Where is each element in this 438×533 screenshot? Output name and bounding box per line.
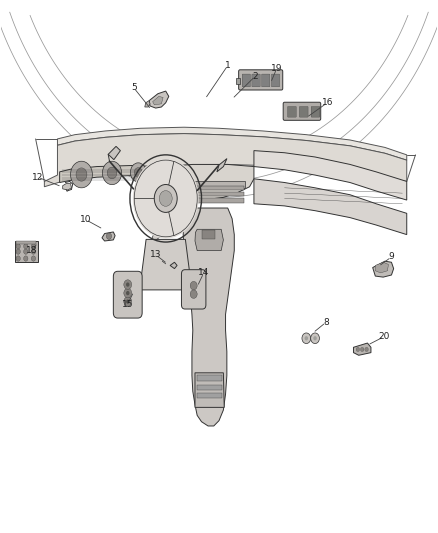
Polygon shape <box>14 241 38 262</box>
Polygon shape <box>145 101 150 107</box>
Circle shape <box>311 333 319 344</box>
Text: 20: 20 <box>378 332 390 341</box>
Polygon shape <box>102 232 115 241</box>
Circle shape <box>365 348 368 352</box>
Circle shape <box>124 288 132 298</box>
Circle shape <box>31 244 35 249</box>
FancyBboxPatch shape <box>113 271 142 318</box>
Circle shape <box>190 281 197 290</box>
Polygon shape <box>195 373 224 407</box>
Text: 15: 15 <box>122 300 133 309</box>
Circle shape <box>71 161 92 188</box>
Circle shape <box>126 291 130 295</box>
Polygon shape <box>170 262 177 269</box>
FancyBboxPatch shape <box>283 102 321 120</box>
Polygon shape <box>183 208 234 426</box>
Text: 16: 16 <box>321 98 333 107</box>
Polygon shape <box>373 261 394 277</box>
FancyBboxPatch shape <box>181 270 206 309</box>
Polygon shape <box>353 343 371 356</box>
Polygon shape <box>108 147 120 160</box>
Polygon shape <box>375 262 389 273</box>
Polygon shape <box>188 181 245 188</box>
Text: 9: 9 <box>389 253 394 261</box>
FancyBboxPatch shape <box>272 74 280 87</box>
Text: 13: 13 <box>150 251 162 260</box>
Polygon shape <box>202 230 215 239</box>
Polygon shape <box>44 134 407 187</box>
Polygon shape <box>149 91 169 108</box>
Circle shape <box>360 348 364 352</box>
Polygon shape <box>140 239 192 290</box>
Polygon shape <box>189 198 244 203</box>
FancyBboxPatch shape <box>261 74 270 87</box>
Polygon shape <box>161 165 254 198</box>
Text: 5: 5 <box>131 83 137 92</box>
Circle shape <box>106 233 112 239</box>
Circle shape <box>16 249 20 254</box>
Circle shape <box>159 191 172 206</box>
Polygon shape <box>197 384 222 390</box>
FancyBboxPatch shape <box>242 74 251 87</box>
FancyBboxPatch shape <box>252 74 260 87</box>
Circle shape <box>107 167 117 179</box>
Circle shape <box>313 336 317 341</box>
Circle shape <box>31 249 35 254</box>
Circle shape <box>24 244 28 249</box>
Polygon shape <box>149 208 191 245</box>
Circle shape <box>102 161 122 184</box>
Polygon shape <box>254 179 407 235</box>
Circle shape <box>133 158 199 239</box>
Text: 10: 10 <box>80 215 92 224</box>
FancyBboxPatch shape <box>239 70 283 90</box>
Circle shape <box>190 290 197 298</box>
Circle shape <box>24 249 28 254</box>
Polygon shape <box>63 183 71 190</box>
Circle shape <box>131 163 146 182</box>
Circle shape <box>356 348 360 352</box>
Polygon shape <box>189 186 244 190</box>
Circle shape <box>124 280 132 289</box>
Circle shape <box>24 256 28 261</box>
Polygon shape <box>217 159 227 172</box>
Polygon shape <box>152 96 163 105</box>
Circle shape <box>304 336 308 341</box>
Text: 2: 2 <box>252 71 258 80</box>
Polygon shape <box>197 393 222 398</box>
Text: 19: 19 <box>271 64 283 73</box>
Polygon shape <box>254 151 407 200</box>
Text: 18: 18 <box>26 246 38 255</box>
Text: 12: 12 <box>32 173 43 182</box>
Circle shape <box>134 167 142 177</box>
Polygon shape <box>57 127 407 160</box>
Circle shape <box>16 256 20 261</box>
Circle shape <box>154 184 177 213</box>
Circle shape <box>16 244 20 249</box>
Circle shape <box>76 168 87 181</box>
Polygon shape <box>189 192 244 196</box>
Circle shape <box>124 297 132 306</box>
Circle shape <box>31 256 35 261</box>
Text: 8: 8 <box>323 318 329 327</box>
FancyBboxPatch shape <box>311 107 320 117</box>
Circle shape <box>302 333 311 344</box>
Text: 14: 14 <box>198 269 209 277</box>
Circle shape <box>126 300 130 304</box>
Polygon shape <box>60 165 158 182</box>
Polygon shape <box>16 241 36 244</box>
FancyBboxPatch shape <box>299 107 308 117</box>
Polygon shape <box>197 375 222 381</box>
Polygon shape <box>195 229 223 251</box>
Text: 1: 1 <box>225 61 231 70</box>
FancyBboxPatch shape <box>288 107 296 117</box>
Polygon shape <box>236 78 240 84</box>
Circle shape <box>126 282 130 287</box>
